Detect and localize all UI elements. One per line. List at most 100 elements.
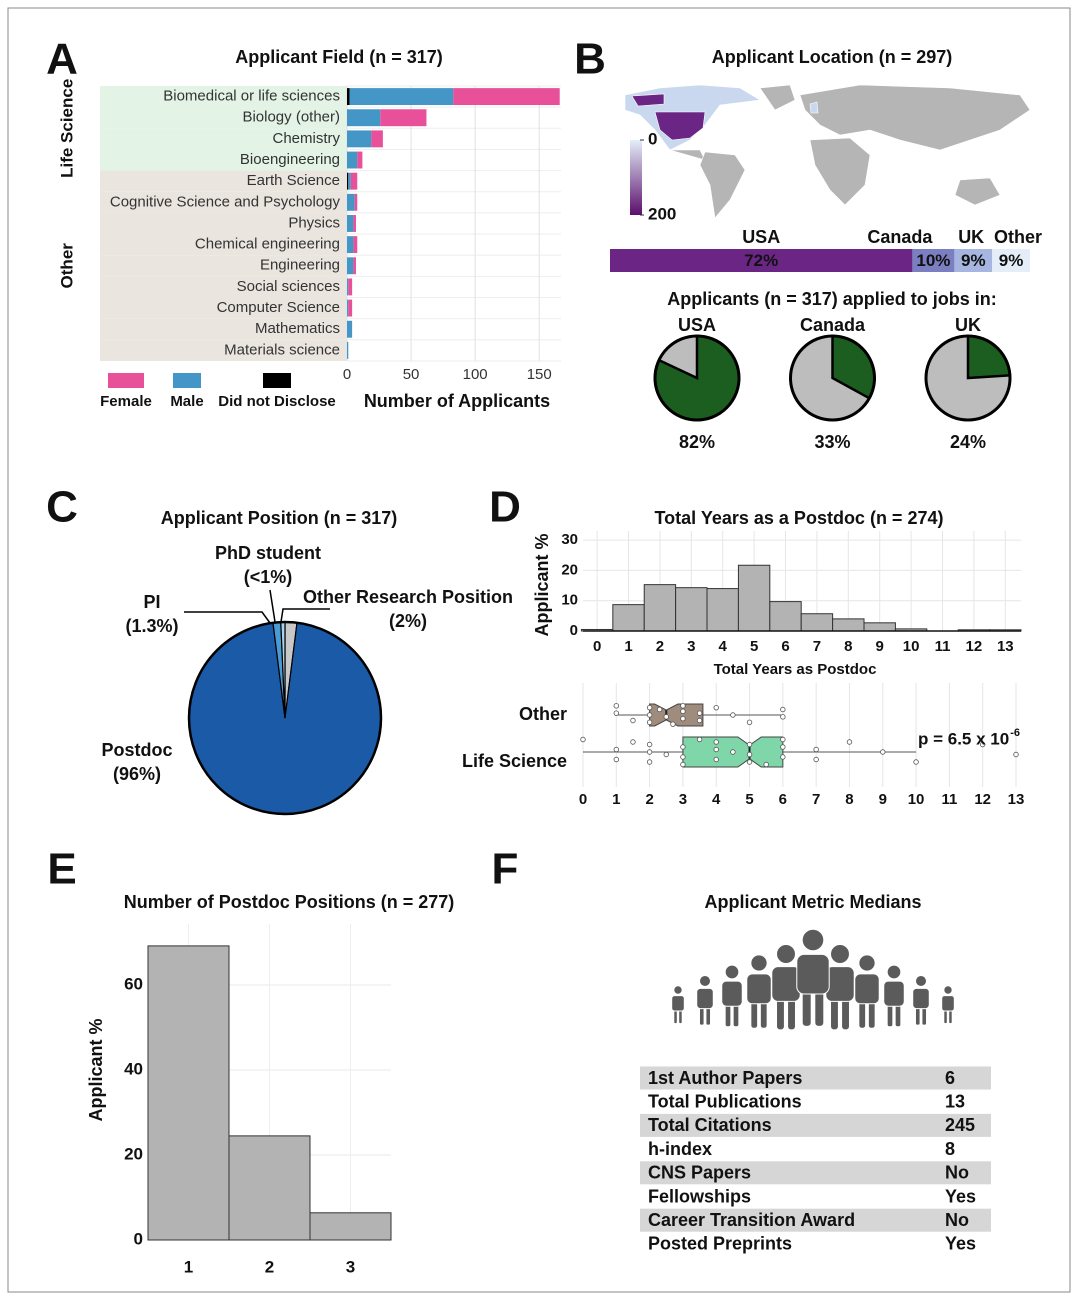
value-label: 24% — [950, 432, 986, 452]
alaska — [632, 94, 664, 106]
person-body — [826, 967, 854, 1002]
africa — [810, 138, 870, 205]
people-icon — [672, 929, 955, 1030]
bar-segment — [347, 236, 353, 253]
x-tick-label: 150 — [527, 366, 552, 383]
person-body — [942, 996, 955, 1011]
data-point — [714, 705, 719, 710]
category-label: Social sciences — [237, 278, 340, 295]
x-tick-label: 12 — [966, 638, 983, 655]
chart-title: Applicants (n = 317) applied to jobs in: — [667, 289, 997, 309]
category-label: Bioengineering — [240, 151, 340, 168]
table-cell: 8 — [945, 1139, 955, 1159]
group-label: Other — [57, 243, 76, 289]
person-body — [672, 996, 685, 1011]
table-cell: Total Citations — [648, 1115, 772, 1135]
histogram-bar — [864, 623, 895, 631]
table-cell: Fellowships — [648, 1186, 751, 1206]
value-label: (<1%) — [244, 567, 293, 587]
data-point — [747, 720, 752, 725]
histogram-bar — [613, 605, 644, 631]
person-head — [944, 986, 952, 994]
x-tick-label: 7 — [813, 638, 821, 655]
x-tick-label: 8 — [844, 638, 852, 655]
y-axis-title: Applicant % — [86, 1018, 106, 1121]
annotation: p = 6.5 x 10 — [918, 729, 1009, 748]
x-tick-label: 9 — [876, 638, 884, 655]
x-tick-label: 11 — [941, 791, 957, 808]
greenland — [760, 85, 795, 110]
chart-title: Applicant Position (n = 317) — [161, 508, 398, 528]
category-label: Physics — [288, 214, 340, 231]
bar-segment — [380, 109, 426, 126]
histogram-bar — [833, 619, 864, 631]
category-label: Canada — [800, 315, 866, 335]
person — [697, 975, 714, 1025]
data-point — [664, 715, 669, 720]
table-cell: No — [945, 1163, 969, 1183]
legend-swatch — [173, 373, 201, 388]
person — [855, 955, 879, 1028]
x-axis-title: Number of Applicants — [364, 391, 550, 411]
data-point — [647, 760, 652, 765]
bar — [229, 1136, 310, 1240]
panel-label: B — [574, 35, 606, 84]
data-point — [697, 737, 702, 742]
person-head — [887, 965, 901, 979]
segment-label: 9% — [961, 251, 986, 270]
legend-label: Male — [170, 393, 203, 410]
person — [672, 986, 685, 1024]
category-label: USA — [678, 315, 716, 335]
panel-label: A — [46, 35, 78, 84]
data-point — [781, 745, 786, 750]
data-point — [647, 713, 652, 718]
data-point — [714, 747, 719, 752]
person-head — [915, 975, 926, 986]
south-america — [700, 152, 745, 218]
data-point — [681, 762, 686, 767]
segment-label: 10% — [916, 251, 950, 270]
table-cell: 245 — [945, 1115, 975, 1135]
data-point — [681, 709, 686, 714]
bar-segment — [453, 88, 559, 105]
table-cell: No — [945, 1210, 969, 1230]
panel-label: E — [47, 845, 76, 894]
bar-segment — [351, 173, 357, 190]
data-point — [714, 757, 719, 762]
person-body — [855, 974, 879, 1004]
category-label: Materials science — [224, 341, 340, 358]
panel-label: C — [46, 483, 78, 532]
category-label: Other Research Position — [303, 587, 513, 607]
category-label: Earth Science — [247, 172, 340, 189]
person-head — [725, 965, 739, 979]
category-label: PhD student — [215, 543, 321, 563]
category-label: Cognitive Science and Psychology — [110, 193, 341, 210]
data-point — [714, 740, 719, 745]
person — [826, 945, 854, 1030]
person-head — [859, 955, 875, 971]
bar-segment — [347, 88, 350, 105]
data-point — [814, 757, 819, 762]
x-tick-label: 100 — [463, 366, 488, 383]
leader-line — [270, 590, 275, 622]
bar-segment — [350, 88, 454, 105]
x-axis-title: Total Years as Postdoc — [714, 661, 877, 678]
person — [942, 986, 955, 1024]
category-label: Chemistry — [272, 130, 340, 147]
y-tick-label: 0 — [570, 622, 578, 639]
category-label: Engineering — [260, 257, 340, 274]
data-point — [614, 757, 619, 762]
x-tick-label: 10 — [903, 638, 920, 655]
colorbar-label: 200 — [648, 204, 676, 223]
legend-label: Female — [100, 393, 152, 410]
y-tick-label: 20 — [561, 561, 578, 578]
category-label: UK — [958, 227, 984, 247]
histogram-bar — [707, 589, 738, 631]
category-label: Chemical engineering — [195, 236, 340, 253]
data-point — [731, 713, 736, 718]
person-head — [802, 929, 824, 951]
data-point — [681, 716, 686, 721]
colorbar — [630, 140, 642, 215]
central-america — [670, 150, 705, 160]
x-tick-label: 3 — [687, 638, 695, 655]
